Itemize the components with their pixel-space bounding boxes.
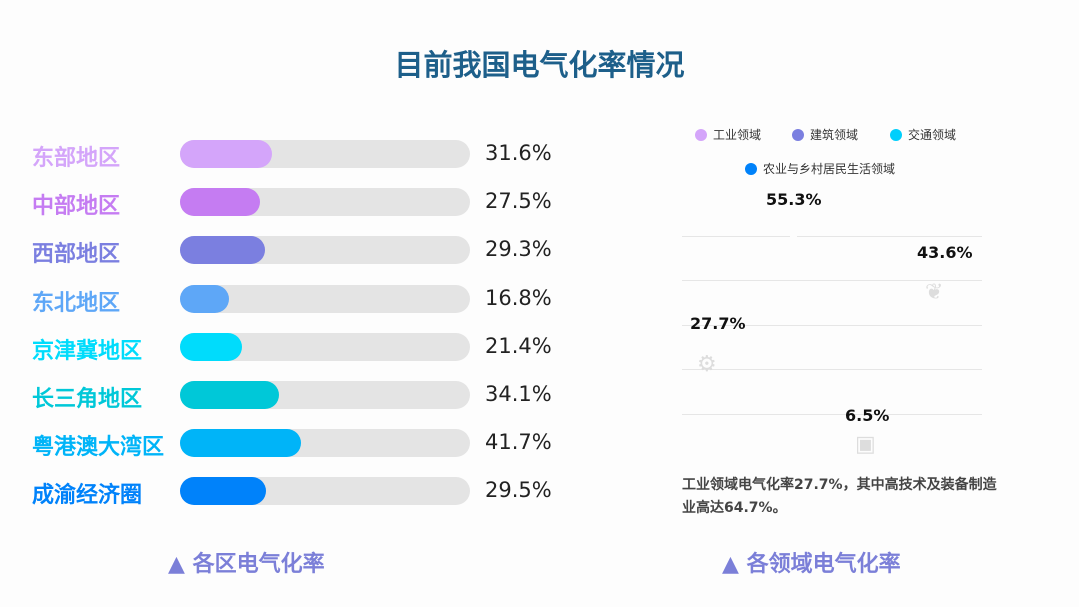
region-chart-caption: ▲ 各区电气化率 bbox=[168, 552, 325, 577]
car-icon: ▣ bbox=[855, 432, 876, 457]
page-title: 目前我国电气化率情况 bbox=[394, 48, 685, 82]
bar-track bbox=[180, 140, 470, 168]
legend-dot bbox=[745, 162, 757, 175]
legend-item-transport: 交通领域 bbox=[890, 126, 956, 143]
legend-item-industry: 工业领域 bbox=[695, 126, 761, 143]
value-label: 31.6% bbox=[485, 141, 552, 165]
value-label-building: 55.3% bbox=[766, 190, 822, 209]
value-label-industry: 27.7% bbox=[690, 314, 746, 333]
category-label: 东北地区 bbox=[32, 290, 121, 316]
value-label: 27.5% bbox=[485, 189, 552, 214]
legend-label: 交通领域 bbox=[908, 128, 957, 142]
bar-row: 京津冀地区 21.4% bbox=[32, 332, 572, 364]
value-label: 16.8% bbox=[485, 285, 552, 310]
gridline bbox=[682, 325, 982, 326]
value-label: 34.1% bbox=[485, 382, 552, 406]
bar-row: 东部地区 31.6% bbox=[32, 139, 572, 171]
value-label-transport: 6.5% bbox=[845, 406, 890, 425]
bar-row: 东北地区 16.8% bbox=[32, 284, 572, 316]
plant-icon: ❦ bbox=[925, 280, 944, 305]
bar-track bbox=[180, 236, 470, 265]
gridline bbox=[797, 236, 982, 237]
legend-label: 建筑领域 bbox=[810, 128, 859, 142]
gridline bbox=[682, 280, 982, 281]
bar-track bbox=[180, 188, 470, 217]
category-label: 西部地区 bbox=[32, 242, 121, 268]
sector-chart-caption: ▲ 各领域电气化率 bbox=[722, 552, 901, 577]
bar-row: 成渝经济圈 29.5% bbox=[32, 476, 572, 509]
bar-row: 中部地区 27.5% bbox=[32, 187, 572, 220]
value-label: 41.7% bbox=[485, 430, 552, 455]
value-label: 29.3% bbox=[485, 237, 552, 262]
bar-track bbox=[180, 284, 470, 313]
category-label: 粤港澳大湾区 bbox=[32, 435, 165, 461]
bar-row: 长三角地区 34.1% bbox=[32, 380, 572, 412]
bar bbox=[180, 284, 229, 313]
bar bbox=[180, 188, 260, 217]
bar-track bbox=[180, 429, 470, 458]
legend-item-building: 建筑领域 bbox=[792, 126, 858, 143]
category-label: 长三角地区 bbox=[32, 387, 143, 412]
value-label-agriculture: 43.6% bbox=[917, 243, 973, 262]
category-label: 成渝经济圈 bbox=[32, 483, 143, 509]
bar bbox=[180, 429, 301, 458]
bar-track bbox=[180, 332, 470, 361]
gridline bbox=[682, 414, 982, 415]
legend-label: 工业领域 bbox=[713, 128, 762, 142]
legend-item-agriculture: 农业与乡村居民生活领域 bbox=[745, 160, 895, 177]
bar bbox=[180, 332, 243, 361]
sector-note: 工业领域电气化率27.7%，其中高技术及装备制造业高达64.7%。 bbox=[682, 477, 997, 516]
gear-icon: ⚙ bbox=[697, 352, 717, 377]
legend-dot bbox=[695, 128, 707, 141]
category-label: 中部地区 bbox=[32, 194, 121, 220]
bar-row: 粤港澳大湾区 41.7% bbox=[32, 428, 572, 461]
bar bbox=[180, 140, 272, 168]
legend-dot bbox=[792, 128, 804, 141]
bar-row: 西部地区 29.3% bbox=[32, 235, 572, 268]
category-label: 东部地区 bbox=[32, 146, 121, 171]
category-label: 京津冀地区 bbox=[32, 338, 143, 364]
bar bbox=[180, 381, 279, 409]
bar-track bbox=[180, 477, 470, 506]
value-label: 21.4% bbox=[485, 333, 552, 358]
legend-dot bbox=[890, 128, 902, 141]
bar bbox=[180, 477, 266, 506]
value-label: 29.5% bbox=[485, 478, 552, 503]
bar bbox=[180, 236, 265, 265]
gridline bbox=[682, 236, 790, 237]
gridline bbox=[682, 369, 982, 370]
bar-track bbox=[180, 381, 470, 409]
legend-label: 农业与乡村居民生活领域 bbox=[763, 162, 896, 176]
